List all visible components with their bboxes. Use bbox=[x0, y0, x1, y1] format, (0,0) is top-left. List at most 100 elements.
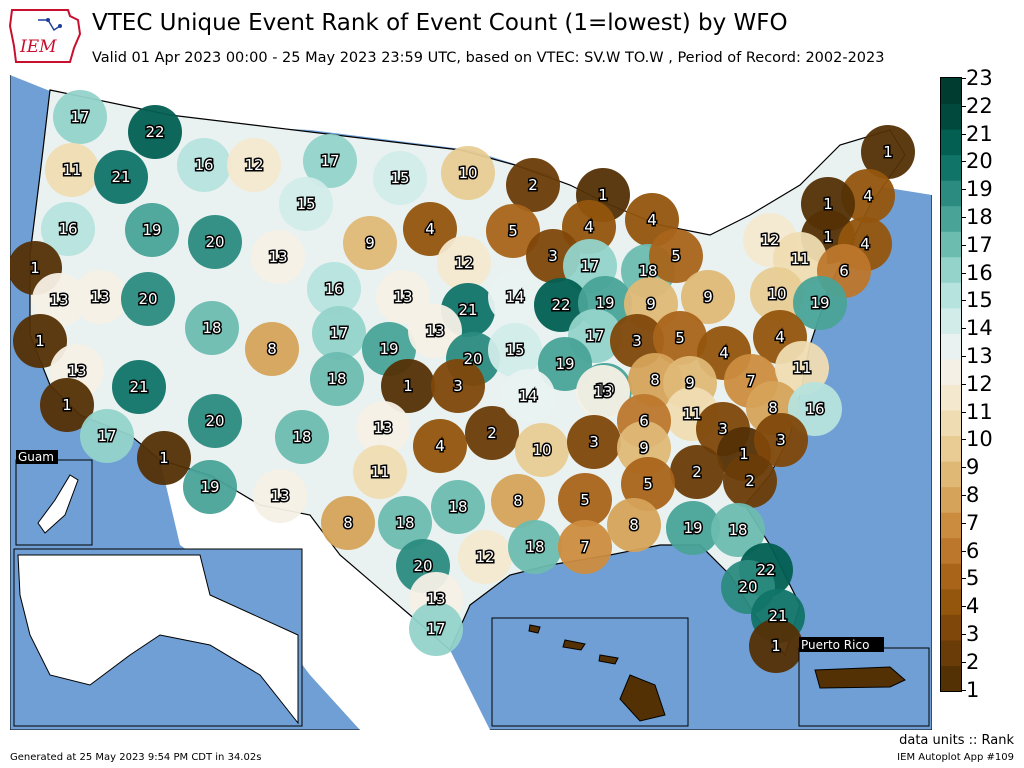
wfo-region-iln bbox=[653, 311, 707, 365]
wfo-rank-label: 21 bbox=[768, 607, 787, 625]
wfo-region-abr bbox=[403, 202, 457, 256]
colorbar-label: 15 bbox=[966, 288, 993, 313]
wfo-rank-label: 1 bbox=[771, 637, 781, 655]
colorbar-tick bbox=[962, 272, 966, 274]
wfo-region-lmk bbox=[576, 365, 630, 419]
colorbar-segment bbox=[941, 588, 961, 615]
wfo-rank-label: 19 bbox=[200, 478, 219, 496]
wfo-rank-label: 1 bbox=[30, 259, 40, 277]
wfo-rank-label: 6 bbox=[839, 262, 849, 280]
wfo-region-chs bbox=[723, 454, 777, 508]
wfo-region-key bbox=[749, 619, 803, 673]
wfo-rank-label: 20 bbox=[205, 412, 224, 430]
generated-timestamp: Generated at 25 May 2023 9:54 PM CDT in … bbox=[10, 752, 262, 763]
wfo-region-sgf bbox=[538, 337, 592, 391]
wfo-rank-label: 4 bbox=[425, 220, 435, 238]
wfo-region-rev bbox=[13, 314, 67, 368]
colorbar-segment bbox=[941, 78, 961, 105]
wfo-rank-label: 14 bbox=[505, 288, 524, 306]
wfo-rank-label: 10 bbox=[767, 285, 786, 303]
wfo-rank-label: 13 bbox=[593, 383, 612, 401]
wfo-rank-label: 17 bbox=[329, 324, 348, 342]
wfo-region-fgz bbox=[188, 394, 242, 448]
colorbar-segment bbox=[941, 103, 961, 130]
wfo-rank-label: 18 bbox=[525, 538, 544, 556]
wfo-rank-label: 6 bbox=[639, 412, 649, 430]
wfo-region-boi bbox=[125, 203, 179, 257]
colorbar-tick bbox=[962, 189, 966, 191]
colorbar-tick bbox=[962, 689, 966, 691]
colorbar bbox=[940, 77, 962, 692]
wfo-rank-label: 4 bbox=[719, 344, 729, 362]
colorbar-tick bbox=[962, 300, 966, 302]
wfo-rank-label: 17 bbox=[585, 327, 604, 345]
wfo-rank-label: 2 bbox=[487, 424, 497, 442]
wfo-region-mso bbox=[177, 138, 231, 192]
wfo-region-twc bbox=[183, 460, 237, 514]
wfo-rank-label: 12 bbox=[475, 548, 494, 566]
colorbar-tick bbox=[962, 411, 966, 413]
colorbar-label: 20 bbox=[966, 149, 993, 174]
colorbar-label: 7 bbox=[966, 510, 980, 535]
wfo-rank-label: 13 bbox=[373, 419, 392, 437]
wfo-rank-label: 11 bbox=[62, 161, 81, 179]
puerto-rico-inset: Puerto Rico bbox=[798, 637, 930, 727]
wfo-rank-label: 3 bbox=[548, 247, 558, 265]
wfo-rank-label: 5 bbox=[675, 329, 685, 347]
wfo-region-dlh bbox=[506, 158, 560, 212]
wfo-rank-label: 15 bbox=[505, 341, 524, 359]
wfo-rank-label: 17 bbox=[97, 427, 116, 445]
colorbar-segment bbox=[941, 307, 961, 334]
colorbar-segment bbox=[941, 231, 961, 258]
mexico-land bbox=[160, 460, 490, 730]
wfo-region-mpx bbox=[486, 204, 540, 258]
wfo-rank-label: 4 bbox=[860, 235, 870, 253]
guam-label: Guam bbox=[18, 450, 54, 464]
wfo-rank-label: 1 bbox=[883, 143, 893, 161]
wfo-region-tae bbox=[666, 501, 720, 555]
colorbar-tick bbox=[962, 383, 966, 385]
wfo-rank-label: 13 bbox=[270, 487, 289, 505]
wfo-region-sjt bbox=[378, 496, 432, 550]
wfo-rank-label: 16 bbox=[324, 280, 343, 298]
wfo-rank-label: 19 bbox=[595, 294, 614, 312]
wfo-rank-label: 12 bbox=[244, 156, 263, 174]
wfo-rank-label: 3 bbox=[632, 332, 642, 350]
wfo-rank-label: 4 bbox=[647, 211, 657, 229]
wfo-region-lix bbox=[558, 520, 612, 574]
wfo-rank-label: 11 bbox=[790, 250, 809, 268]
wfo-region-gid bbox=[408, 304, 462, 358]
wfo-region-lbf bbox=[376, 270, 430, 324]
wfo-rank-label: 16 bbox=[194, 156, 213, 174]
wfo-rank-label: 1 bbox=[739, 445, 749, 463]
colorbar-label: 16 bbox=[966, 260, 993, 285]
wfo-region-pdt bbox=[94, 150, 148, 204]
wfo-region-sto bbox=[32, 273, 86, 327]
wfo-region-gyx bbox=[841, 169, 895, 223]
page-title: VTEC Unique Event Rank of Event Count (1… bbox=[92, 10, 788, 36]
wfo-rank-label: 7 bbox=[746, 372, 756, 390]
wfo-rank-label: 8 bbox=[267, 340, 277, 358]
wfo-rank-label: 5 bbox=[643, 475, 653, 493]
wfo-rank-label: 5 bbox=[580, 491, 590, 509]
wfo-region-fgf bbox=[441, 146, 495, 200]
wfo-region-lub bbox=[353, 445, 407, 499]
colorbar-label: 12 bbox=[966, 371, 993, 396]
wfo-region-lox bbox=[40, 378, 94, 432]
wfo-region-lkn bbox=[73, 270, 127, 324]
wfo-rank-label: 9 bbox=[703, 288, 713, 306]
colorbar-segment bbox=[941, 563, 961, 590]
colorbar-tick bbox=[962, 356, 966, 357]
wfo-rank-label: 13 bbox=[268, 248, 287, 266]
wfo-region-meg bbox=[567, 415, 621, 469]
colorbar-segment bbox=[941, 486, 961, 513]
wfo-region-bmx bbox=[621, 457, 675, 511]
wfo-rank-label: 3 bbox=[718, 420, 728, 438]
wfo-rank-label: 13 bbox=[49, 291, 68, 309]
colorbar-label: 10 bbox=[966, 427, 993, 452]
wfo-region-fsd bbox=[437, 236, 491, 290]
wfo-regions bbox=[10, 90, 915, 673]
wfo-rank-label: 8 bbox=[768, 399, 778, 417]
